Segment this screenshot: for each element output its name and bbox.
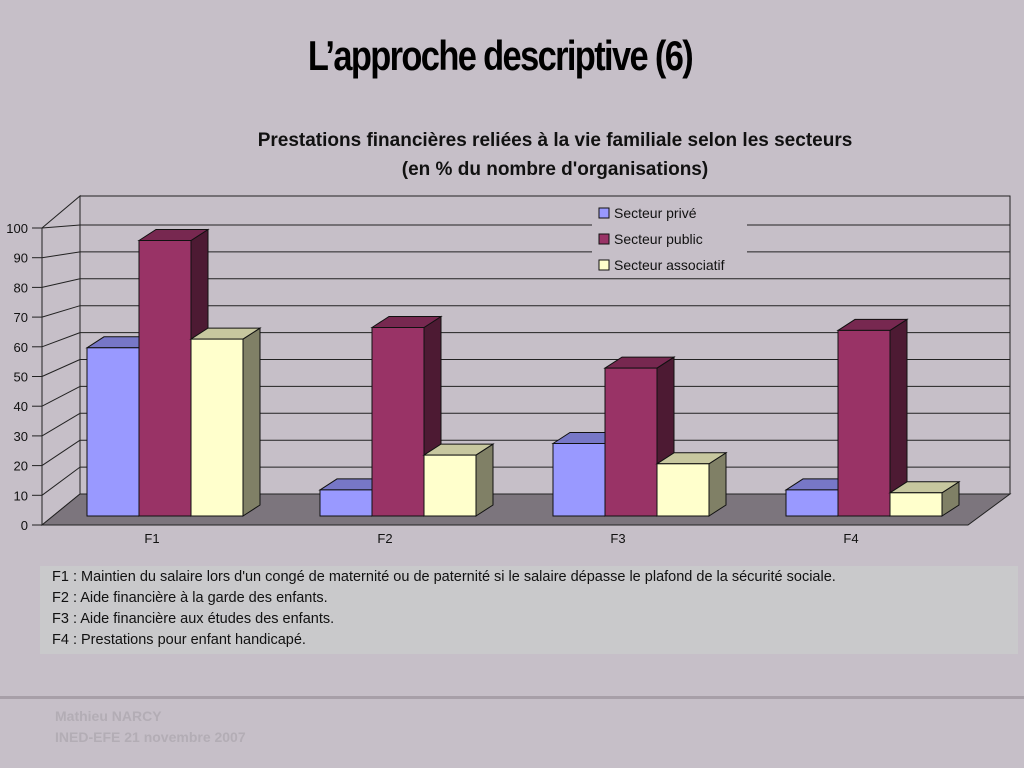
gridline-side	[41, 224, 81, 229]
gridline-side	[41, 251, 81, 259]
footer-event: INED-EFE 21 novembre 2007	[55, 729, 246, 745]
note-f2: F2 : Aide financière à la garde des enfa…	[52, 590, 328, 606]
y-tick-label: 0	[21, 518, 28, 533]
y-tick-label: 20	[14, 459, 28, 474]
legend-swatch-2	[598, 233, 610, 245]
bar-f2-s1	[319, 489, 373, 517]
note-f1: F1 : Maintien du salaire lors d'un congé…	[52, 569, 836, 585]
bar-side-f2-s3	[475, 443, 494, 517]
note-f4: F4 : Prestations pour enfant handicapé.	[52, 632, 306, 648]
chart-title: Prestations financières reliées à la vie…	[150, 126, 960, 184]
bar-side-f1-s3	[242, 327, 261, 517]
legend-label-2: Secteur public	[614, 231, 703, 247]
bar-f4-s1	[785, 489, 839, 517]
footer: Mathieu NARCY INED-EFE 21 novembre 2007	[55, 706, 246, 748]
x-tick-label-f2: F2	[377, 531, 392, 546]
gridline-side	[41, 332, 81, 348]
y-tick-label: 100	[6, 221, 28, 236]
y-tick-label: 10	[14, 488, 28, 503]
legend-label-3: Secteur associatif	[614, 257, 725, 273]
bar-f1-s2	[138, 240, 192, 517]
gridline-side	[41, 466, 81, 496]
bar-f2-s2	[371, 327, 425, 517]
y-tick-label: 50	[14, 370, 28, 385]
bar-f3-s2	[604, 367, 658, 517]
notes-box: F1 : Maintien du salaire lors d'un congé…	[40, 566, 1018, 654]
y-tick-label: 60	[14, 340, 28, 355]
y-tick-label: 70	[14, 310, 28, 325]
bar-chart: 0 10 20 30 40 50 60 70 80 90 100 F1 F2 F3 F4 Secteur pr…	[6, 194, 1012, 546]
bar-f3-s1	[552, 443, 606, 517]
legend-box	[592, 200, 747, 278]
gridline-side	[41, 439, 81, 467]
x-tick-label-f1: F1	[144, 531, 159, 546]
gridline-side	[41, 278, 81, 288]
bar-f4-s3	[889, 492, 943, 517]
bar-f3-s3	[656, 463, 710, 517]
bar-f4-s2	[837, 329, 891, 517]
chart-title-line2: (en % du nombre d'organisations)	[401, 159, 709, 180]
x-tick-label-f3: F3	[610, 531, 625, 546]
note-f3: F3 : Aide financière aux études des enfa…	[52, 611, 335, 627]
chart-title-line1: Prestations financières reliées à la vie…	[257, 130, 853, 151]
gridline-side	[41, 359, 81, 377]
y-tick-label: 30	[14, 429, 28, 444]
bar-f1-s3	[190, 338, 244, 517]
chart-floor	[40, 493, 1012, 526]
legend-swatch-1	[598, 207, 610, 219]
bar-f1-s1	[86, 347, 140, 517]
footer-author: Mathieu NARCY	[55, 708, 162, 724]
y-tick-label: 80	[14, 280, 28, 295]
bar-f2-s3	[423, 454, 477, 517]
gridline-side	[41, 305, 81, 318]
y-tick-label: 40	[14, 399, 28, 414]
footer-divider	[0, 696, 1024, 699]
gridline-side	[41, 385, 81, 407]
x-tick-label-f4: F4	[843, 531, 858, 546]
y-tick-label: 90	[14, 251, 28, 266]
slide-title: L’approche descriptive (6)	[307, 32, 694, 79]
legend-swatch-3	[598, 259, 610, 271]
chart-side-wall	[41, 194, 81, 527]
gridline-side	[41, 412, 81, 437]
legend-label-1: Secteur privé	[614, 205, 697, 221]
